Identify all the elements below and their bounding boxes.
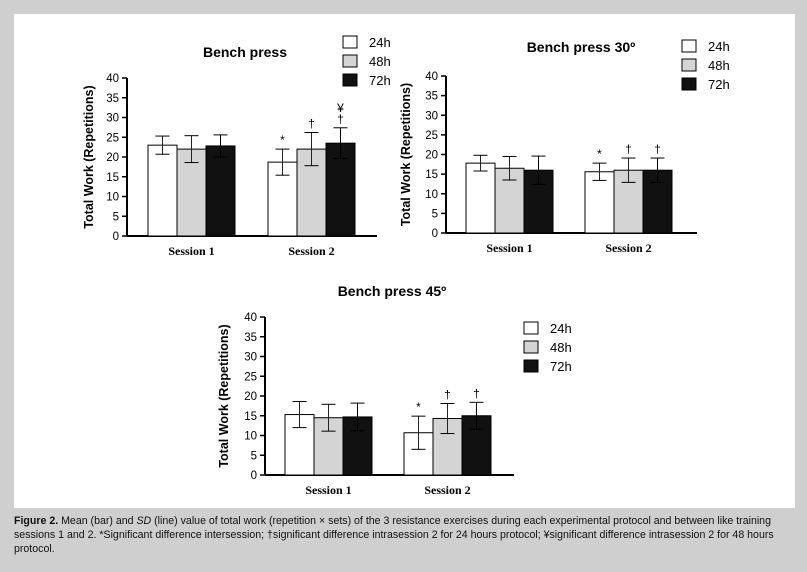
y-tick-label: 35 [106, 93, 119, 105]
legend-label: 72h [369, 73, 391, 88]
legend-swatch [681, 77, 697, 91]
legend-label: 72h [550, 359, 572, 374]
bar-72h-session-1 [205, 145, 236, 237]
significance-marker: * [280, 133, 285, 147]
significance-marker: † [308, 117, 315, 131]
y-tick-label: 10 [425, 189, 438, 201]
y-axis-label: Total Work (Repetitions) [399, 83, 413, 226]
legend-label: 48h [550, 340, 572, 355]
y-tick-label: 40 [106, 73, 119, 85]
legend-swatch [681, 39, 697, 53]
y-axis-label: Total Work (Repetitions) [217, 324, 231, 467]
chart-title: Bench press [203, 44, 287, 60]
y-tick-label: 5 [251, 450, 257, 462]
y-tick-label: 10 [106, 192, 119, 204]
y-tick-label: 10 [244, 431, 257, 443]
y-tick-label: 5 [113, 211, 119, 223]
y-tick-label: 20 [425, 150, 438, 162]
significance-marker: † [473, 386, 480, 400]
legend-swatch [523, 340, 539, 354]
legend-swatch [523, 359, 539, 373]
y-tick-label: 40 [425, 71, 438, 83]
legend-swatch [342, 73, 358, 87]
legend-swatch [342, 54, 358, 68]
x-tick-label: Session 1 [486, 241, 532, 255]
y-tick-label: 25 [106, 132, 119, 144]
significance-marker: * [597, 147, 602, 161]
legend-label: 48h [369, 54, 391, 69]
y-tick-label: 30 [106, 113, 119, 125]
significance-marker: † [337, 112, 344, 126]
figure-caption: Figure 2. Mean (bar) and SD (line) value… [14, 514, 795, 556]
y-tick-label: 25 [244, 371, 257, 383]
bar-48h-session-2 [296, 148, 327, 237]
significance-marker: † [654, 142, 661, 156]
caption-label: Figure 2. [14, 515, 59, 527]
y-axis-label: Total Work (Repetitions) [82, 85, 96, 228]
x-tick-label: Session 2 [605, 241, 651, 255]
y-tick-label: 30 [425, 110, 438, 122]
legend-swatch [523, 321, 539, 335]
y-tick-label: 0 [113, 231, 119, 243]
figure-panel [14, 14, 795, 508]
chart-panel-1: Bench press Total Work (Repetitions) 0 5 10 1… [82, 35, 391, 258]
legend-label: 24h [369, 35, 391, 50]
caption-text-1: Mean (bar) and [58, 515, 137, 527]
x-tick-label: Session 1 [305, 483, 351, 497]
y-tick-label: 35 [425, 91, 438, 103]
significance-marker: † [444, 388, 451, 402]
legend-label: 72h [708, 77, 730, 92]
x-tick-label: Session 2 [288, 244, 334, 258]
y-tick-label: 40 [244, 312, 257, 324]
significance-marker: † [625, 142, 632, 156]
legend-swatch [681, 58, 697, 72]
chart-title: Bench press 30º [527, 39, 636, 55]
y-tick-label: 15 [106, 172, 119, 184]
legend-label: 48h [708, 58, 730, 73]
x-tick-label: Session 1 [168, 244, 214, 258]
y-tick-label: 15 [425, 169, 438, 181]
y-tick-label: 20 [244, 391, 257, 403]
x-tick-label: Session 2 [424, 483, 470, 497]
bar-24h-session-2 [584, 171, 615, 234]
caption-text-2: (line) value of total work (repetition ×… [14, 515, 774, 555]
chart-panel-2: Bench press 30º Total Work (Repetitions) 0… [399, 39, 730, 255]
bar-48h-session-1 [176, 148, 207, 237]
y-tick-label: 5 [432, 208, 438, 220]
significance-marker: * [416, 400, 421, 414]
significance-marker: ¥ [336, 101, 344, 115]
y-tick-label: 25 [425, 130, 438, 142]
legend-label: 24h [550, 321, 572, 336]
y-tick-label: 0 [251, 470, 257, 482]
chart-title: Bench press 45º [338, 283, 447, 299]
y-tick-label: 0 [432, 228, 438, 240]
bar-24h-session-1 [147, 144, 178, 237]
y-tick-label: 30 [244, 352, 257, 364]
y-tick-label: 35 [244, 332, 257, 344]
y-tick-label: 20 [106, 152, 119, 164]
legend-label: 24h [708, 39, 730, 54]
y-tick-label: 15 [244, 411, 257, 423]
legend-swatch [342, 35, 358, 49]
caption-text-sd: SD [136, 515, 152, 527]
bar-24h-session-1 [465, 162, 496, 234]
chart-panel-3: Bench press 45º Total Work (Repetitions) 0… [217, 283, 572, 497]
